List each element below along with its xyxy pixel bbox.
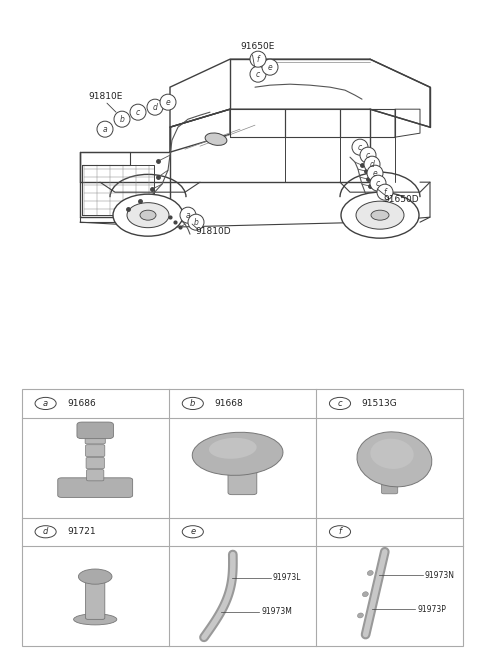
FancyBboxPatch shape	[86, 470, 104, 481]
Circle shape	[329, 397, 350, 409]
Text: d: d	[153, 102, 157, 112]
FancyBboxPatch shape	[228, 468, 257, 495]
Text: 91810D: 91810D	[195, 227, 230, 236]
Ellipse shape	[73, 614, 117, 625]
Circle shape	[188, 214, 204, 230]
Circle shape	[262, 59, 278, 75]
Text: c: c	[338, 399, 342, 408]
Circle shape	[370, 175, 386, 191]
Ellipse shape	[341, 193, 419, 238]
Ellipse shape	[356, 201, 404, 229]
Text: f: f	[338, 528, 341, 536]
Circle shape	[180, 207, 196, 223]
FancyBboxPatch shape	[22, 390, 463, 646]
Circle shape	[182, 526, 204, 538]
Circle shape	[160, 94, 176, 110]
FancyBboxPatch shape	[58, 478, 132, 497]
Text: 91973M: 91973M	[262, 607, 292, 616]
Circle shape	[35, 397, 56, 409]
Circle shape	[114, 111, 130, 127]
Circle shape	[130, 104, 146, 120]
Circle shape	[250, 51, 266, 67]
Text: 91810E: 91810E	[88, 92, 122, 101]
Circle shape	[367, 165, 383, 181]
Circle shape	[329, 526, 350, 538]
Text: e: e	[268, 62, 272, 72]
Ellipse shape	[127, 202, 169, 228]
Circle shape	[360, 147, 376, 163]
Text: 91973P: 91973P	[417, 604, 446, 614]
FancyBboxPatch shape	[85, 581, 105, 620]
FancyBboxPatch shape	[382, 480, 398, 494]
FancyBboxPatch shape	[85, 434, 105, 444]
Text: 91973L: 91973L	[273, 574, 301, 582]
Ellipse shape	[370, 439, 414, 469]
Ellipse shape	[371, 210, 389, 220]
Text: d: d	[370, 160, 374, 169]
Text: f: f	[257, 55, 259, 64]
Text: c: c	[256, 70, 260, 79]
Circle shape	[364, 156, 380, 172]
Text: f: f	[384, 188, 386, 196]
Circle shape	[147, 99, 163, 115]
Text: a: a	[43, 399, 48, 408]
Circle shape	[352, 139, 368, 155]
Circle shape	[97, 121, 113, 137]
FancyBboxPatch shape	[86, 457, 104, 468]
Text: 91668: 91668	[215, 399, 243, 408]
Text: e: e	[372, 169, 377, 177]
Ellipse shape	[140, 210, 156, 220]
Text: 91650D: 91650D	[383, 195, 419, 204]
Text: c: c	[366, 150, 370, 160]
Text: b: b	[193, 217, 198, 227]
Text: b: b	[190, 399, 195, 408]
Text: a: a	[186, 211, 190, 219]
Ellipse shape	[205, 133, 227, 145]
FancyBboxPatch shape	[85, 445, 105, 457]
FancyBboxPatch shape	[77, 422, 113, 439]
Ellipse shape	[362, 592, 368, 597]
Text: 91513G: 91513G	[361, 399, 397, 408]
Text: c: c	[376, 179, 380, 188]
Ellipse shape	[357, 432, 432, 487]
Ellipse shape	[367, 570, 373, 576]
Ellipse shape	[78, 569, 112, 584]
Text: c: c	[136, 108, 140, 117]
Text: 91686: 91686	[67, 399, 96, 408]
Ellipse shape	[113, 194, 183, 236]
Circle shape	[35, 526, 56, 538]
Ellipse shape	[192, 432, 283, 476]
Text: b: b	[120, 115, 124, 124]
Text: 91650E: 91650E	[240, 42, 275, 51]
Text: 91973N: 91973N	[425, 571, 455, 579]
Text: 91721: 91721	[67, 528, 96, 536]
Circle shape	[377, 184, 393, 200]
Text: d: d	[43, 528, 48, 536]
Text: e: e	[190, 528, 195, 536]
Circle shape	[250, 66, 266, 82]
Ellipse shape	[358, 613, 363, 618]
Text: c: c	[358, 143, 362, 152]
Ellipse shape	[209, 438, 257, 459]
Circle shape	[182, 397, 204, 409]
Text: a: a	[103, 125, 108, 133]
Text: e: e	[166, 98, 170, 106]
